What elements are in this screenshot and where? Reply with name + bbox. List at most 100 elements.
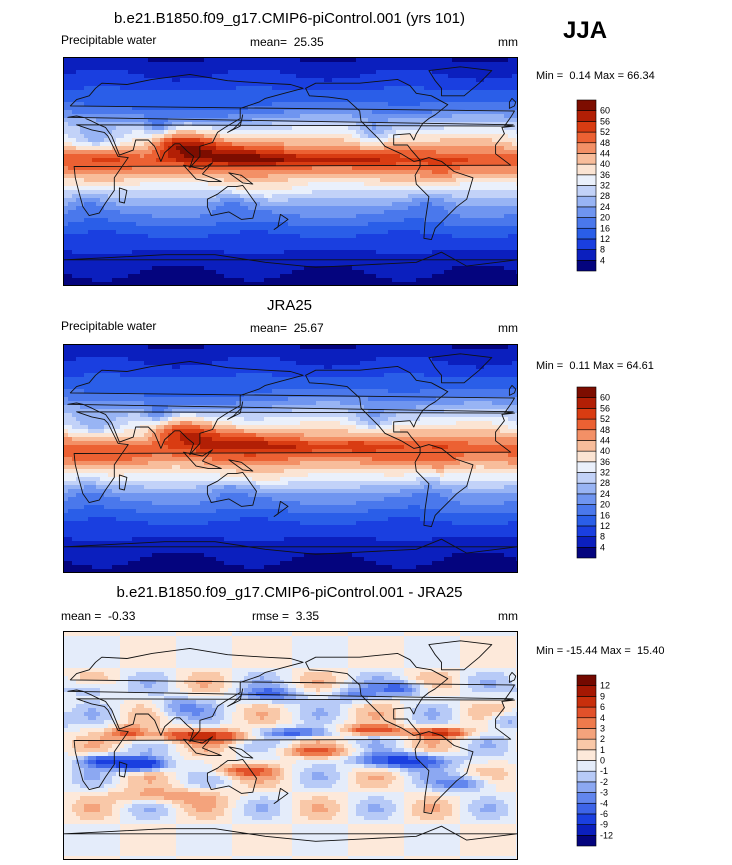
field-cell [404, 118, 409, 123]
field-cell [224, 114, 229, 119]
field-cell [260, 70, 265, 75]
field-cell [176, 122, 181, 127]
field-cell [144, 70, 149, 75]
field-cell [476, 90, 481, 95]
field-cell [384, 110, 389, 115]
field-cell [128, 210, 133, 215]
field-cell [116, 62, 121, 67]
field-cell [244, 114, 249, 119]
field-cell [108, 86, 113, 91]
field-cell [104, 66, 109, 71]
field-cell [480, 150, 485, 155]
field-cell [456, 222, 461, 227]
field-cell [472, 222, 477, 227]
field-cell [392, 182, 397, 187]
field-cell [308, 90, 313, 95]
field-cell [508, 110, 513, 115]
field-cell [68, 206, 73, 211]
field-cell [192, 166, 197, 171]
field-cell [208, 222, 213, 227]
field-cell [408, 158, 413, 163]
field-cell [116, 90, 121, 95]
field-cell [232, 78, 237, 83]
field-cell [428, 138, 433, 143]
field-cell [428, 126, 433, 131]
field-cell [492, 86, 497, 91]
field-cell [512, 198, 517, 203]
field-cell [96, 210, 101, 215]
field-cell [396, 126, 401, 131]
field-cell [64, 122, 69, 127]
field-cell [104, 122, 109, 127]
field-cell [376, 154, 381, 159]
field-cell [416, 126, 421, 131]
field-cell [92, 70, 97, 75]
field-cell [180, 186, 185, 191]
field-cell [148, 58, 153, 63]
field-cell [152, 126, 157, 131]
field-cell [360, 226, 365, 231]
field-cell [500, 226, 505, 231]
field-cell [372, 110, 377, 115]
field-cell [304, 138, 309, 143]
field-cell [304, 206, 309, 211]
field-cell [492, 154, 497, 159]
field-cell [468, 58, 473, 63]
field-cell [224, 150, 229, 155]
field-cell [140, 142, 145, 147]
field-cell [372, 82, 377, 87]
field-cell [128, 198, 133, 203]
field-cell [440, 182, 445, 187]
field-cell [76, 102, 81, 107]
field-cell [464, 214, 469, 219]
field-cell [460, 194, 465, 199]
field-cell [76, 58, 81, 63]
field-cell [140, 66, 145, 71]
field-cell [432, 58, 437, 63]
field-cell [488, 138, 493, 143]
field-cell [144, 174, 149, 179]
field-cell [240, 122, 245, 127]
field-cell [236, 62, 241, 67]
field-cell [176, 226, 181, 231]
field-cell [220, 166, 225, 171]
field-cell [212, 118, 217, 123]
field-cell [280, 222, 285, 227]
field-cell [248, 130, 253, 135]
field-cell [156, 158, 161, 163]
field-cell [340, 150, 345, 155]
field-cell [316, 146, 321, 151]
field-cell [496, 226, 501, 231]
field-cell [72, 194, 77, 199]
field-cell [80, 126, 85, 131]
field-cell [92, 58, 97, 63]
field-cell [164, 170, 169, 175]
field-cell [404, 110, 409, 115]
field-cell [72, 110, 77, 115]
field-cell [388, 134, 393, 139]
field-cell [352, 218, 357, 223]
field-cell [248, 138, 253, 143]
field-cell [404, 166, 409, 171]
field-cell [484, 166, 489, 171]
field-cell [328, 202, 333, 207]
field-cell [368, 94, 373, 99]
field-cell [184, 218, 189, 223]
field-cell [236, 150, 241, 155]
field-cell [344, 178, 349, 183]
field-cell [436, 222, 441, 227]
field-cell [268, 62, 273, 67]
field-cell [176, 202, 181, 207]
field-cell [380, 206, 385, 211]
field-cell [124, 66, 129, 71]
field-cell [436, 166, 441, 171]
field-cell [232, 86, 237, 91]
field-cell [396, 222, 401, 227]
field-cell [180, 230, 185, 235]
field-cell [368, 130, 373, 135]
field-cell [484, 154, 489, 159]
field-cell [248, 186, 253, 191]
field-cell [452, 190, 457, 195]
field-cell [212, 142, 217, 147]
field-cell [76, 210, 81, 215]
